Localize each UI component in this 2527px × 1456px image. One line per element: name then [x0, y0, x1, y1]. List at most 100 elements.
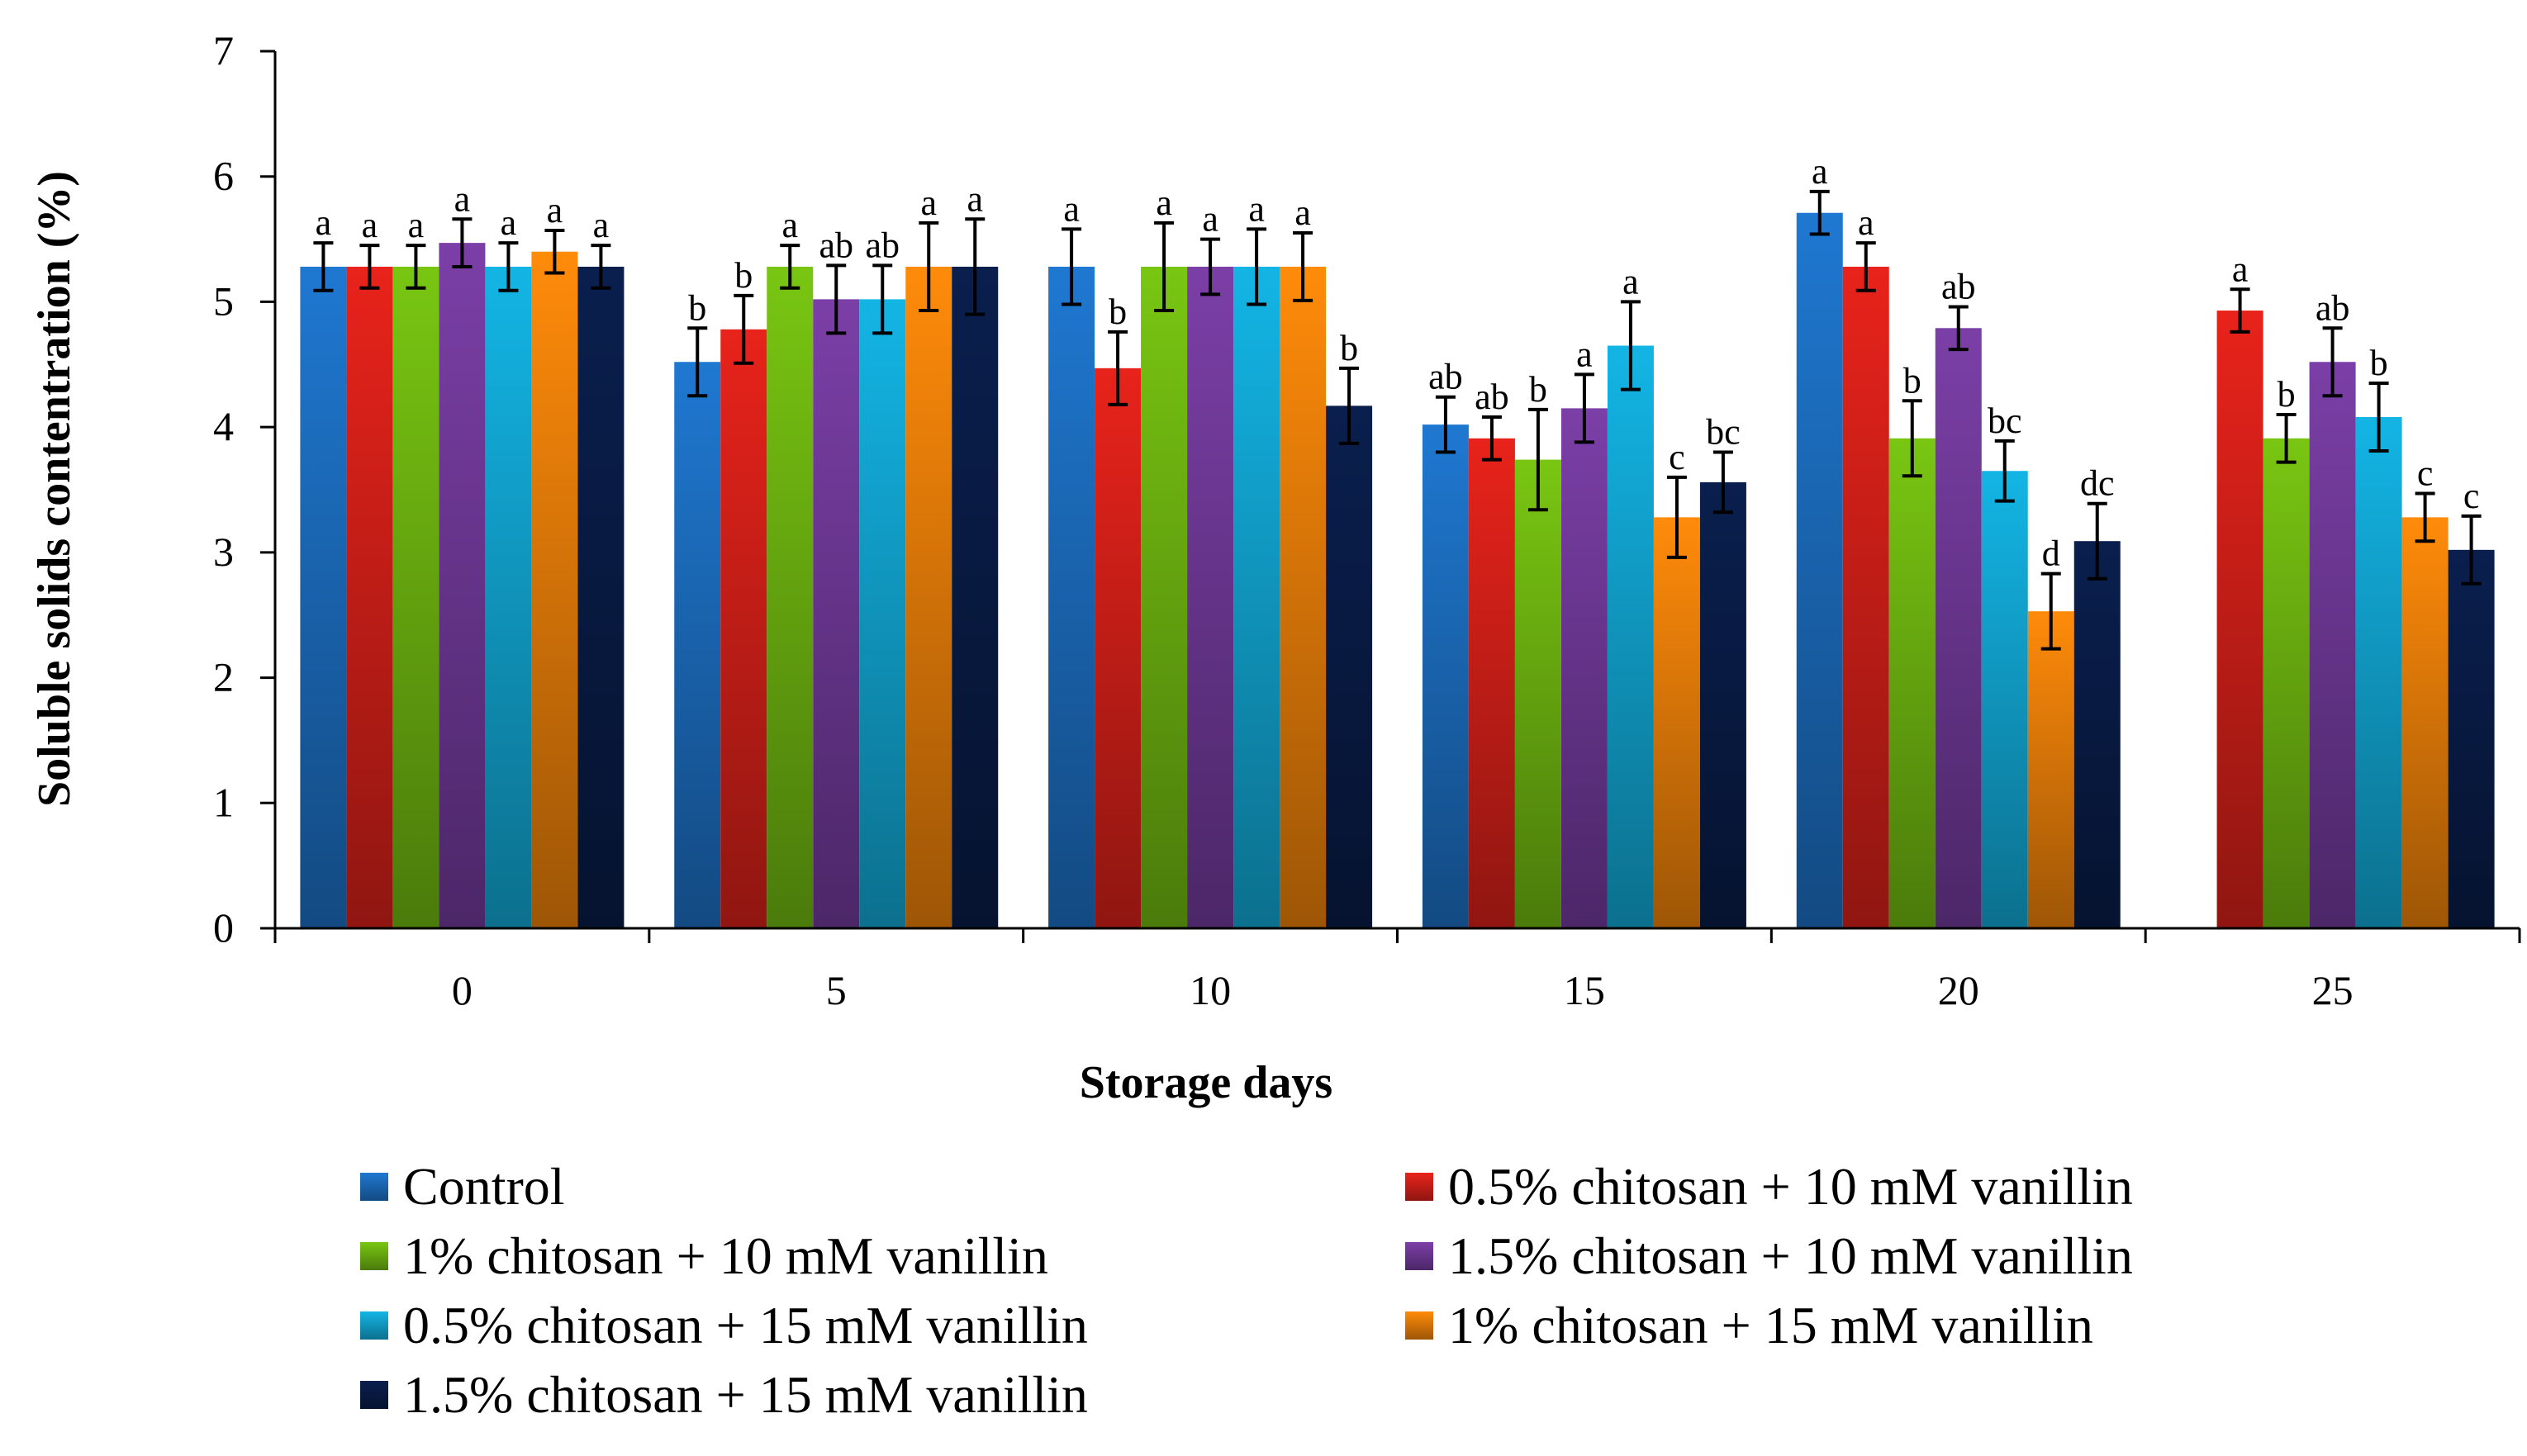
- significance-label-day-10-series-3: a: [1156, 183, 1172, 223]
- significance-label-day-25-series-7: c: [2463, 476, 2480, 516]
- error-bar-day-10-series-2: [1108, 330, 1128, 406]
- bar-day-0-series-5: [485, 266, 532, 928]
- significance-label-day-0-series-4: a: [454, 178, 471, 219]
- significance-label-day-15-series-3: b: [1529, 369, 1547, 410]
- bar-day-10-series-4: [1187, 266, 1234, 928]
- significance-label-day-10-series-5: a: [1248, 188, 1265, 229]
- error-bar-day-25-series-5: [2368, 382, 2389, 453]
- error-bar-day-15-series-1: [1435, 395, 1456, 454]
- error-bar-day-20-series-5: [1994, 439, 2015, 503]
- significance-label-day-5-series-4: ab: [819, 225, 853, 265]
- y-axis-title: Soluble solids contentration (%): [29, 171, 80, 807]
- error-bar-day-5-series-4: [826, 263, 847, 335]
- significance-label-day-25-series-3: b: [2278, 374, 2296, 415]
- error-bar-day-10-series-4: [1200, 237, 1221, 296]
- x-tick-label: 20: [1938, 967, 1979, 1013]
- y-tick-label: 6: [213, 153, 234, 199]
- y-tick-label: 0: [213, 904, 234, 951]
- significance-label-day-20-series-5: bc: [1988, 401, 2022, 441]
- error-bar-day-20-series-4: [1948, 305, 1969, 352]
- error-bar-day-15-series-4: [1574, 372, 1594, 444]
- bar-day-10-series-6: [1280, 266, 1327, 928]
- error-bar-day-25-series-4: [2322, 326, 2343, 398]
- bar-day-25-series-4: [2309, 362, 2356, 928]
- bar-day-5-series-1: [674, 362, 721, 928]
- error-bar-day-5-series-3: [780, 244, 800, 290]
- bar-day-5-series-2: [720, 329, 767, 928]
- bar-day-10-series-5: [1233, 266, 1280, 928]
- legend-label: Control: [403, 1157, 565, 1216]
- legend-label: 1.5% chitosan + 15 mM vanillin: [403, 1365, 1088, 1424]
- error-bar-day-10-series-1: [1062, 227, 1082, 306]
- bar-day-5-series-3: [767, 266, 814, 928]
- significance-label-day-0-series-6: a: [547, 190, 563, 230]
- bar-day-20-series-2: [1842, 266, 1889, 928]
- legend-item-series-1: Control: [360, 1156, 565, 1217]
- error-bar-day-15-series-7: [1712, 450, 1733, 515]
- significance-label-day-0-series-1: a: [316, 202, 332, 243]
- x-tick-label: 15: [1564, 967, 1605, 1013]
- significance-label-day-15-series-4: a: [1576, 334, 1593, 374]
- bar-day-10-series-3: [1141, 266, 1188, 928]
- bar-day-25-series-5: [2355, 417, 2402, 928]
- significance-label-day-15-series-1: ab: [1428, 357, 1463, 397]
- bar-day-20-series-4: [1935, 328, 1982, 928]
- significance-label-day-5-series-7: a: [967, 178, 983, 219]
- y-tick-label: 4: [213, 403, 234, 449]
- error-bar-day-15-series-3: [1527, 407, 1548, 512]
- legend-item-series-2: 0.5% chitosan + 10 mM vanillin: [1405, 1156, 2133, 1217]
- x-tick-label: 0: [452, 967, 473, 1013]
- error-bar-day-10-series-3: [1154, 221, 1175, 313]
- significance-label-day-0-series-7: a: [593, 205, 610, 245]
- error-bar-day-5-series-2: [734, 293, 754, 365]
- significance-label-day-5-series-6: a: [920, 183, 937, 223]
- error-bar-day-15-series-2: [1481, 415, 1502, 462]
- error-bar-day-15-series-5: [1620, 300, 1641, 391]
- significance-label-day-25-series-4: ab: [2316, 287, 2350, 328]
- significance-label-day-10-series-2: b: [1109, 292, 1127, 332]
- significance-label-day-0-series-5: a: [501, 202, 517, 243]
- legend-label: 0.5% chitosan + 10 mM vanillin: [1448, 1157, 2133, 1216]
- legend-label: 1.5% chitosan + 10 mM vanillin: [1448, 1226, 2133, 1285]
- bar-day-15-series-4: [1560, 408, 1608, 928]
- legend-item-series-5: 0.5% chitosan + 15 mM vanillin: [360, 1295, 1088, 1356]
- legend-item-series-6: 1% chitosan + 15 mM vanillin: [1405, 1295, 2093, 1356]
- y-tick-label: 1: [213, 779, 234, 825]
- bar-day-15-series-6: [1653, 517, 1700, 928]
- legend-label: 1% chitosan + 15 mM vanillin: [1448, 1296, 2093, 1354]
- x-tick-label: 25: [2312, 967, 2354, 1013]
- significance-label-day-5-series-3: a: [781, 205, 798, 245]
- y-ticks: 0 1 2 3 4 5 6 7: [213, 27, 275, 951]
- bar-day-25-series-3: [2263, 438, 2310, 928]
- error-bar-day-20-series-2: [1855, 241, 1876, 292]
- bar-day-15-series-2: [1468, 438, 1515, 928]
- error-bar-day-10-series-5: [1247, 227, 1267, 306]
- bar-day-20-series-5: [1981, 471, 2028, 928]
- legend-item-series-7: 1.5% chitosan + 15 mM vanillin: [360, 1364, 1088, 1425]
- bar-day-0-series-6: [531, 251, 578, 928]
- significance-label-day-15-series-2: ab: [1475, 377, 1509, 417]
- legend-swatch: [1405, 1311, 1433, 1340]
- significance-label-day-10-series-6: a: [1294, 192, 1311, 233]
- error-bar-day-0-series-3: [406, 244, 426, 290]
- significance-label-day-20-series-6: d: [2042, 534, 2060, 574]
- legend-label: 0.5% chitosan + 15 mM vanillin: [403, 1296, 1088, 1354]
- bar-day-15-series-5: [1607, 345, 1654, 928]
- y-tick-label: 3: [213, 529, 234, 575]
- legend-swatch: [1405, 1242, 1433, 1270]
- error-bar-day-5-series-5: [872, 263, 893, 335]
- significance-label-day-5-series-1: b: [688, 287, 706, 328]
- bar-day-10-series-2: [1095, 368, 1142, 928]
- bar-day-0-series-1: [300, 266, 347, 928]
- x-axis-title: Storage days: [1080, 1057, 1332, 1108]
- significance-label-day-15-series-7: bc: [1706, 411, 1741, 452]
- significance-label-day-5-series-5: ab: [865, 225, 900, 265]
- significance-label-day-20-series-4: ab: [1941, 266, 1976, 306]
- error-bar-day-20-series-7: [2087, 501, 2107, 581]
- bar-day-20-series-3: [1888, 438, 1936, 928]
- bar-day-25-series-2: [2216, 311, 2263, 928]
- error-bar-day-5-series-7: [965, 217, 986, 316]
- significance-label-day-25-series-5: b: [2370, 343, 2388, 383]
- bar-day-15-series-1: [1422, 424, 1469, 928]
